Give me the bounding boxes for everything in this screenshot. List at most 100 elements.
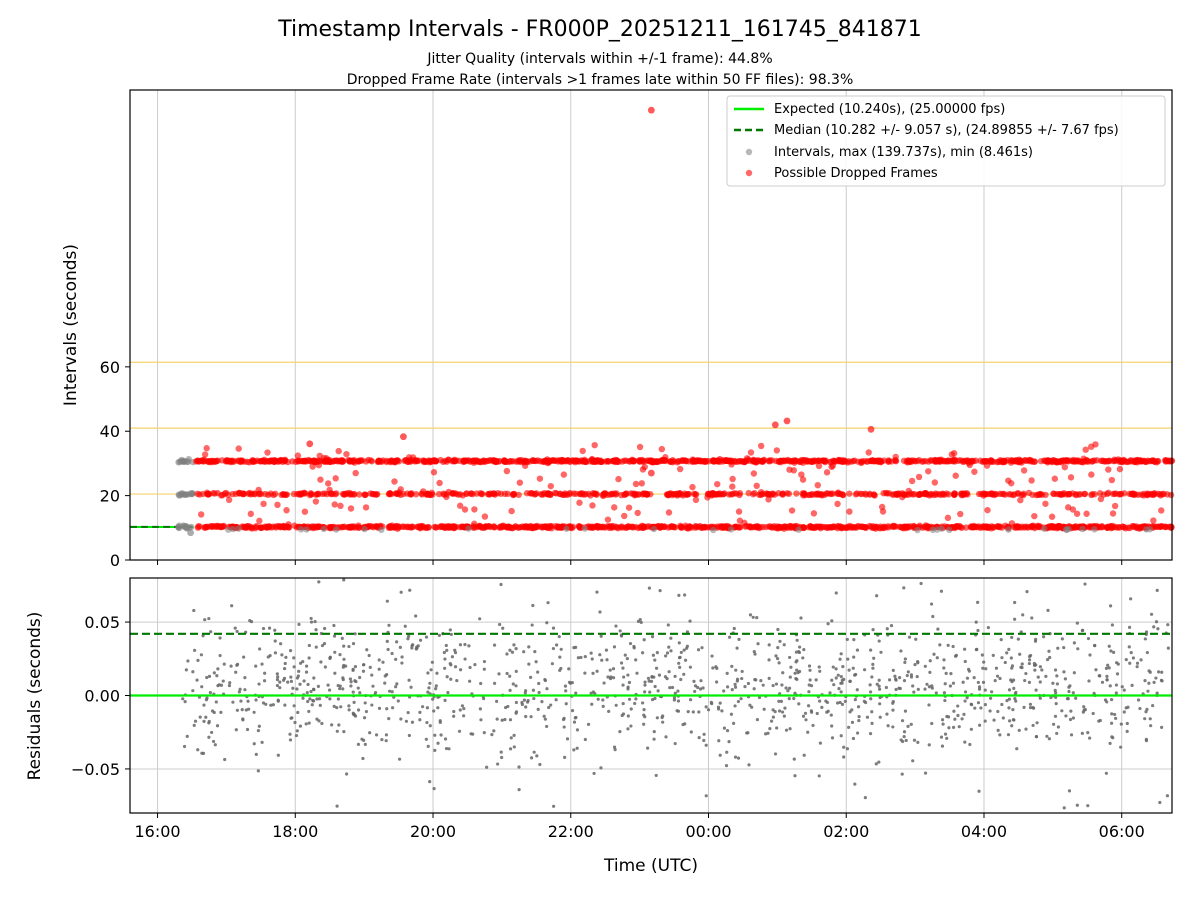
dropped-frame-point <box>420 488 427 495</box>
residual-point <box>877 639 881 643</box>
dropped-frame-point <box>1048 513 1056 520</box>
residual-point <box>925 682 929 686</box>
residual-point <box>811 723 815 728</box>
residual-point <box>1056 725 1061 729</box>
interval-point <box>188 523 195 531</box>
residual-point <box>635 671 639 675</box>
residual-point <box>1097 674 1101 678</box>
dropped-frame-point <box>745 489 752 497</box>
residual-point <box>783 706 787 710</box>
residual-point <box>798 645 802 649</box>
dropped-frame-point <box>733 458 740 466</box>
residual-point <box>1130 683 1134 687</box>
residual-point <box>746 681 751 686</box>
residual-point <box>457 729 462 733</box>
residual-point <box>336 697 340 701</box>
residual-point <box>237 690 242 694</box>
residual-point <box>335 729 339 733</box>
residual-point <box>387 716 391 721</box>
dropped-frame-point <box>1050 490 1058 498</box>
dropped-frame-point <box>920 490 927 498</box>
residual-point <box>916 661 920 665</box>
residual-point <box>286 680 290 684</box>
residual-point <box>351 690 355 694</box>
legend-intervals-label: Intervals, max (139.737s), min (8.461s) <box>774 145 1033 160</box>
residual-point <box>444 643 448 648</box>
dropped-frame-point <box>294 452 302 459</box>
residual-point <box>358 691 362 695</box>
x-tick-label: 02:00 <box>823 822 869 841</box>
residual-point <box>201 751 206 756</box>
residual-point <box>903 709 908 713</box>
residual-point <box>362 738 366 742</box>
dropped-frame-point <box>824 490 831 497</box>
dropped-frame-point <box>1111 502 1119 510</box>
residual-point <box>706 708 711 712</box>
top-scatter-points <box>175 106 1176 537</box>
dropped-frame-point <box>829 462 837 469</box>
residual-point <box>435 671 439 675</box>
dropped-frame-point <box>766 458 773 465</box>
residual-point <box>1119 745 1123 749</box>
dropped-frame-point <box>641 463 648 471</box>
residual-point <box>700 646 704 650</box>
interval-point <box>178 456 185 464</box>
x-tick-label: 16:00 <box>134 822 180 841</box>
residual-point <box>830 678 834 682</box>
residual-point <box>552 804 556 808</box>
residual-point <box>969 702 973 706</box>
dropped-frame-point <box>988 458 995 465</box>
chart-legend: Expected (10.240s), (25.00000 fps) Media… <box>726 95 1166 187</box>
residual-point <box>599 766 603 770</box>
interval-point <box>710 526 717 534</box>
residual-point <box>894 678 898 682</box>
interval-point <box>795 526 802 533</box>
interval-point <box>361 525 368 533</box>
residual-point <box>612 745 617 749</box>
residual-point <box>228 681 232 685</box>
residual-point <box>207 616 211 621</box>
dropped-frame-point <box>658 445 666 453</box>
residual-point <box>318 703 322 707</box>
residual-point <box>773 710 777 714</box>
residual-point <box>414 614 418 618</box>
residual-point <box>212 710 216 715</box>
residual-point <box>725 671 729 675</box>
residual-point <box>1160 725 1164 729</box>
dropped-frame-point <box>539 523 547 531</box>
residual-point <box>735 679 739 683</box>
dropped-frame-point <box>301 508 309 515</box>
residual-point <box>646 746 650 750</box>
residual-point <box>214 700 218 704</box>
residual-point <box>276 699 280 703</box>
residual-point <box>839 690 843 694</box>
dropped-frame-point <box>765 496 772 503</box>
residual-point <box>219 683 224 687</box>
residual-point <box>348 677 353 681</box>
residual-point <box>942 658 946 662</box>
dropped-frame-point <box>733 523 740 531</box>
residual-point <box>462 707 466 711</box>
dropped-frame-point <box>771 421 779 429</box>
residual-point <box>1152 625 1156 629</box>
residual-point <box>520 700 524 705</box>
residual-point <box>832 683 836 687</box>
residual-point <box>853 782 857 786</box>
dropped-frame-point <box>783 457 791 464</box>
dropped-frame-point <box>224 491 232 498</box>
residual-point <box>317 697 322 701</box>
residual-point <box>957 725 961 729</box>
residual-point <box>304 670 309 674</box>
dropped-frame-point <box>693 523 700 530</box>
residual-point <box>993 678 997 683</box>
residual-point <box>204 698 209 702</box>
residual-point <box>846 657 850 661</box>
residual-point <box>394 657 398 661</box>
residual-point <box>306 682 310 687</box>
residual-point <box>974 648 978 652</box>
residual-point <box>583 655 587 659</box>
residual-point <box>268 654 272 658</box>
dropped-frame-point <box>823 469 831 476</box>
residual-point <box>367 653 371 658</box>
